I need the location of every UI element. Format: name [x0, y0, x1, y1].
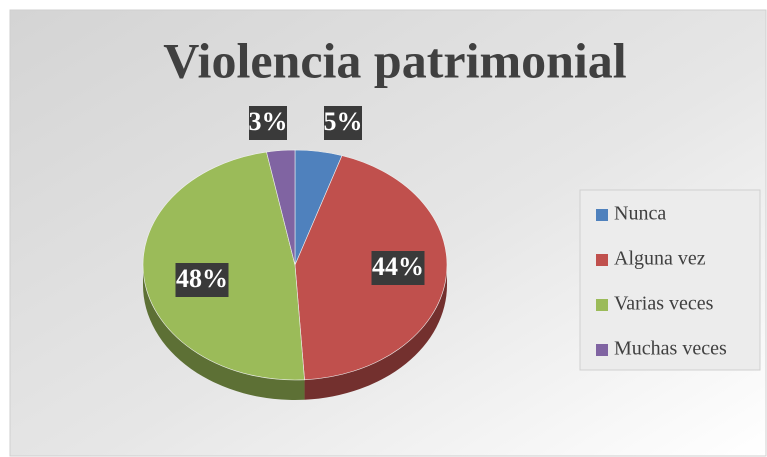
legend-swatch [596, 254, 608, 266]
chart-title: Violencia patrimonial [163, 32, 627, 88]
data-label: 44% [372, 252, 424, 281]
legend-swatch [596, 209, 608, 221]
legend-label: Varias veces [614, 293, 714, 315]
data-label: 3% [249, 107, 288, 136]
slice [294, 155, 448, 381]
legend-label: Alguna vez [614, 248, 706, 270]
slice [266, 149, 296, 266]
data-label-box [249, 106, 287, 140]
data-label: 48% [176, 264, 228, 293]
legend-label: Nunca [614, 203, 666, 225]
data-label-box [324, 106, 362, 140]
data-label-box [371, 251, 425, 285]
data-label: 5% [324, 107, 363, 136]
slice-side [143, 265, 305, 400]
legend-label: Muchas veces [614, 338, 727, 360]
legend-box [579, 189, 761, 371]
legend-swatch [596, 344, 608, 356]
data-label-box [175, 263, 229, 297]
legend-swatch [596, 299, 608, 311]
